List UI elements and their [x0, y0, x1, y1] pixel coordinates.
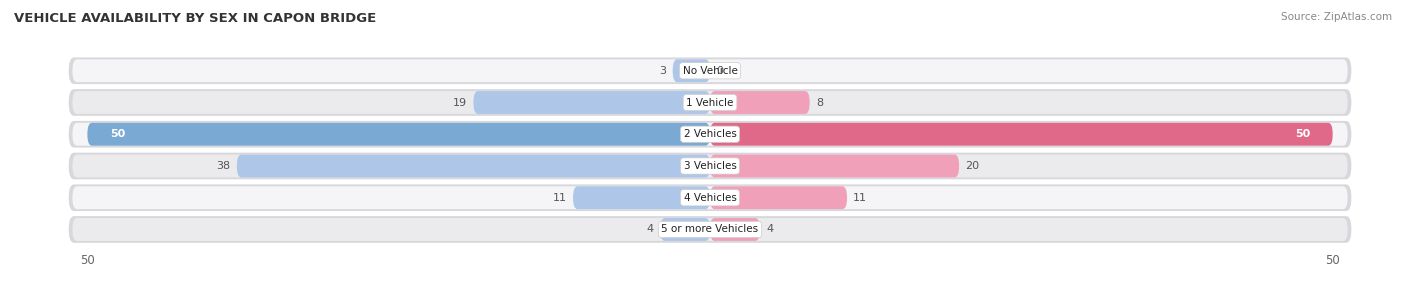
FancyBboxPatch shape — [69, 216, 1351, 243]
FancyBboxPatch shape — [69, 153, 1351, 179]
Text: 1 Vehicle: 1 Vehicle — [686, 98, 734, 107]
Text: 8: 8 — [815, 98, 823, 107]
FancyBboxPatch shape — [236, 155, 710, 178]
Text: 11: 11 — [853, 193, 868, 203]
Text: 19: 19 — [453, 98, 467, 107]
FancyBboxPatch shape — [710, 123, 1333, 146]
Text: 4: 4 — [647, 224, 654, 235]
Text: 50: 50 — [110, 129, 125, 139]
Text: 2 Vehicles: 2 Vehicles — [683, 129, 737, 139]
Text: 20: 20 — [966, 161, 980, 171]
FancyBboxPatch shape — [69, 57, 1351, 84]
Text: 38: 38 — [217, 161, 231, 171]
FancyBboxPatch shape — [710, 218, 759, 241]
FancyBboxPatch shape — [69, 89, 1351, 116]
Text: 50: 50 — [1295, 129, 1310, 139]
FancyBboxPatch shape — [69, 185, 1351, 211]
Text: No Vehicle: No Vehicle — [682, 66, 738, 76]
Text: 3 Vehicles: 3 Vehicles — [683, 161, 737, 171]
FancyBboxPatch shape — [73, 186, 1347, 209]
FancyBboxPatch shape — [474, 91, 710, 114]
Legend: Male, Female: Male, Female — [640, 304, 780, 305]
FancyBboxPatch shape — [73, 123, 1347, 146]
FancyBboxPatch shape — [574, 186, 710, 209]
FancyBboxPatch shape — [710, 155, 959, 178]
Text: 4 Vehicles: 4 Vehicles — [683, 193, 737, 203]
FancyBboxPatch shape — [73, 155, 1347, 178]
FancyBboxPatch shape — [73, 59, 1347, 82]
FancyBboxPatch shape — [710, 186, 846, 209]
FancyBboxPatch shape — [661, 218, 710, 241]
Text: Source: ZipAtlas.com: Source: ZipAtlas.com — [1281, 12, 1392, 22]
FancyBboxPatch shape — [73, 218, 1347, 241]
FancyBboxPatch shape — [69, 121, 1351, 148]
Text: 0: 0 — [716, 66, 723, 76]
Text: 5 or more Vehicles: 5 or more Vehicles — [661, 224, 759, 235]
Text: VEHICLE AVAILABILITY BY SEX IN CAPON BRIDGE: VEHICLE AVAILABILITY BY SEX IN CAPON BRI… — [14, 12, 377, 25]
FancyBboxPatch shape — [87, 123, 710, 146]
Text: 4: 4 — [766, 224, 773, 235]
FancyBboxPatch shape — [73, 91, 1347, 114]
Text: 3: 3 — [659, 66, 666, 76]
Text: 11: 11 — [553, 193, 567, 203]
FancyBboxPatch shape — [672, 59, 710, 82]
FancyBboxPatch shape — [710, 91, 810, 114]
